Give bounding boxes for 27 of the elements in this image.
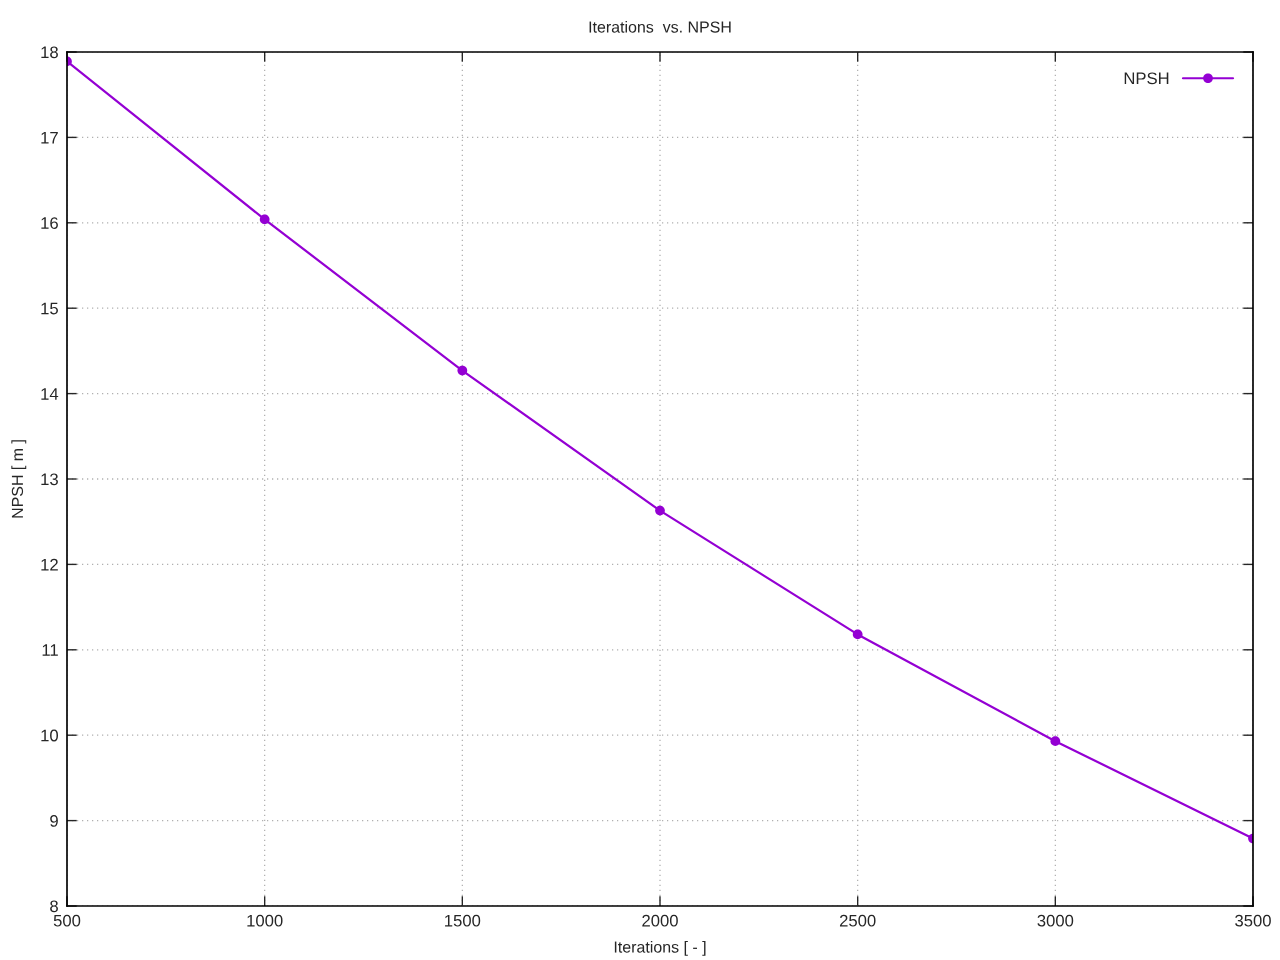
x-tick-label: 3000 <box>1037 914 1074 927</box>
y-tick-label: 14 <box>41 388 59 400</box>
y-tick-label: 17 <box>41 131 58 144</box>
y-tick-label: 12 <box>41 558 58 571</box>
point <box>1050 736 1061 747</box>
chart-title: Iterations vs. NPSH <box>589 20 731 33</box>
x-tick-label: 500 <box>53 914 81 927</box>
y-axis-title: NPSH [ m ] <box>11 440 27 518</box>
x-tick-label: 2500 <box>839 914 876 927</box>
y-tick-label: 13 <box>41 473 58 486</box>
x-tick-label: 3500 <box>1235 914 1271 927</box>
y-tick-label: 11 <box>42 644 58 656</box>
y-tick-label: 18 <box>41 46 58 59</box>
x-tick-label: 1500 <box>445 914 481 927</box>
x-axis-title: Iterations [ - ] <box>614 940 706 956</box>
y-tick-label: 16 <box>41 217 58 229</box>
legend-label: NPSH <box>1124 72 1169 85</box>
point <box>852 629 863 640</box>
x-tick-label: 1000 <box>247 914 283 927</box>
y-tick-label: 15 <box>41 302 58 315</box>
y-tick-label: 9 <box>50 815 58 827</box>
point <box>655 505 665 516</box>
y-tick-label: 8 <box>50 900 58 913</box>
point <box>457 365 468 376</box>
x-tick-label: 2000 <box>642 914 678 927</box>
point <box>259 214 270 225</box>
y-tick-label: 10 <box>41 729 59 742</box>
